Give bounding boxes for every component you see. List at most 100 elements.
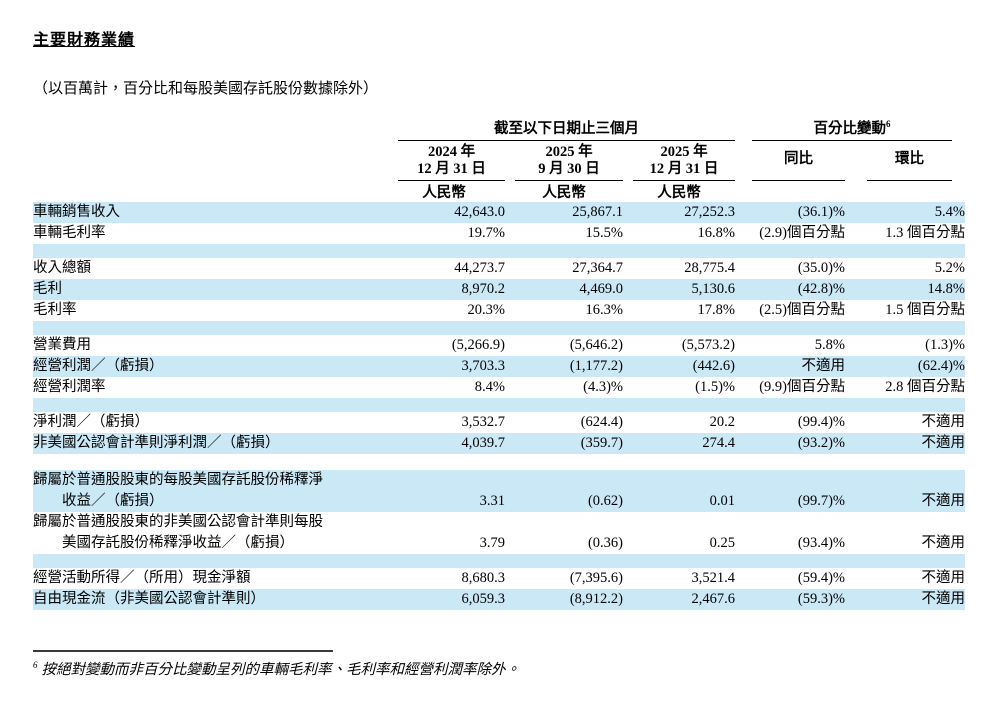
cell-value: (62.4)% <box>917 357 966 374</box>
empty-cell <box>735 181 845 202</box>
cell-value: 4,039.7 <box>461 434 506 451</box>
units-note: （以百萬計，百分比和每股美國存託股份數據除外） <box>33 81 379 97</box>
label-column-spacer <box>33 115 383 141</box>
cell-value: (359.7) <box>580 434 623 451</box>
cell-value: (9.9)個百分點 <box>759 378 846 395</box>
cell-value: (442.6) <box>692 357 736 374</box>
row-label: 車輛毛利率 <box>33 224 106 241</box>
cell-value: 4,469.0 <box>579 280 624 297</box>
cell-value: (93.2)% <box>797 434 846 451</box>
cell-value: 3,532.7 <box>461 413 506 430</box>
row-label: 營業費用 <box>33 336 91 353</box>
cell-value: 17.8% <box>697 301 736 318</box>
cell-value: (0.36) <box>587 534 623 551</box>
cell-value: (5,266.9) <box>451 336 505 353</box>
cell-value: 不適用 <box>921 434 966 451</box>
row-label: 非美國公認會計準則淨利潤／（虧損） <box>33 434 280 451</box>
cell-value: (42.8)% <box>797 280 846 297</box>
cell-value: 不適用 <box>921 569 966 586</box>
cell-value: (624.4) <box>580 413 623 430</box>
cell-value: 1.3 個百分點 <box>885 224 966 241</box>
group-header-label: 截至以下日期止三個月 <box>494 120 639 137</box>
cell-value: 16.8% <box>697 224 736 241</box>
cell-value: (1.5)% <box>695 378 736 395</box>
cell-value: 5.4% <box>934 203 966 220</box>
table-row: 車輛毛利率 19.7% 15.5% 16.8% (2.9)個百分點 1.3 個百分點 <box>33 223 965 244</box>
row-label: 歸屬於普通股股東的非美國公認會計準則每股 美國存託股份稀釋淨收益／（虧損） <box>33 513 323 551</box>
footnote-text: 按絕對變動而非百分比變動呈列的車輛毛利率、毛利率和經營利潤率除外。 <box>41 661 521 678</box>
cell-value: 3,703.3 <box>461 357 506 374</box>
group-header-percent-change: 百分比變動6 <box>735 115 965 141</box>
cell-value: 3.79 <box>479 534 505 551</box>
group-header-row: 截至以下日期止三個月 百分比變動6 <box>33 115 965 141</box>
cell-value: 5.8% <box>814 336 846 353</box>
cell-value: (93.4)% <box>797 534 846 551</box>
row-label: 收入總額 <box>33 259 91 276</box>
cell-value: (5,646.2) <box>569 336 623 353</box>
footnote-ref: 6 <box>886 119 891 129</box>
cell-value: (7,395.6) <box>569 569 623 586</box>
footnote-divider <box>33 649 333 652</box>
currency-label: 人民幣 <box>657 184 701 201</box>
row-label: 毛利率 <box>33 301 77 318</box>
label-column-spacer <box>33 141 383 181</box>
cell-value: (59.4)% <box>797 569 846 586</box>
cell-value: 28,775.4 <box>684 259 736 276</box>
table-row: 車輛銷售收入 42,643.0 25,867.1 27,252.3 (36.1)% 5.4… <box>33 201 966 223</box>
row-label: 自由現金流（非美國公認會計準則） <box>33 590 265 607</box>
table-row: 收入總額 44,273.7 27,364.7 28,775.4 (35.0)% 5.2% <box>33 258 965 279</box>
spacer-row <box>33 553 966 568</box>
spacer-row <box>33 320 966 335</box>
cell-value: (2.5)個百分點 <box>759 301 846 318</box>
spacer-cell <box>33 398 965 412</box>
table-row: 毛利率 20.3% 16.3% 17.8% (2.5)個百分點 1.5 個百分點 <box>33 300 965 321</box>
cell-value: 2.8 個百分點 <box>885 378 966 395</box>
cell-value: 不適用 <box>801 357 846 374</box>
footnote-marker: 6 <box>33 660 38 670</box>
cell-value: 不適用 <box>921 590 966 607</box>
group-header-three-months: 截至以下日期止三個月 <box>383 115 736 141</box>
group-header-label: 百分比變動 <box>813 120 887 137</box>
cell-value: (1,177.2) <box>569 357 623 374</box>
column-header-2024-12-31: 2024 年 12 月 31 日 <box>383 141 505 181</box>
financial-table: 截至以下日期止三個月 百分比變動6 2024 年 12 月 31 日 2025 年… <box>33 115 966 610</box>
cell-value: 44,273.7 <box>454 259 505 276</box>
cell-value: 不適用 <box>921 534 966 551</box>
cell-value: (99.4)% <box>797 413 846 430</box>
cell-value: (1.3)% <box>925 336 966 353</box>
row-label: 經營利潤率 <box>33 378 106 395</box>
cell-value: 5,130.6 <box>691 280 736 297</box>
cell-value: 0.01 <box>709 492 736 509</box>
spacer-cell <box>33 321 965 335</box>
cell-value: (8,912.2) <box>569 590 623 607</box>
currency-label: 人民幣 <box>422 184 466 201</box>
table-row: 毛利 8,970.2 4,469.0 5,130.6 (42.8)% 14.8% <box>33 278 966 300</box>
spacer-cell <box>33 554 965 568</box>
row-label: 毛利 <box>33 280 62 297</box>
table-row: 自由現金流（非美國公認會計準則） 6,059.3 (8,912.2) 2,467.6 (… <box>33 588 966 610</box>
cell-value: 20.2 <box>709 413 736 430</box>
cell-value: 5.2% <box>934 259 966 276</box>
spacer-cell <box>33 244 965 258</box>
cell-value: 2,467.6 <box>691 590 736 607</box>
row-label: 歸屬於普通股股東的每股美國存託股份稀釋淨 收益／（虧損） <box>33 471 323 509</box>
table-row: 經營活動所得／（所用）現金淨額 8,680.3 (7,395.6) 3,521.4 (5… <box>33 568 965 589</box>
cell-value: 19.7% <box>467 224 505 241</box>
label-column-spacer <box>33 181 383 202</box>
cell-value: 6,059.3 <box>461 590 506 607</box>
spacer-row <box>33 243 966 258</box>
page-title: 主要財務業績 <box>33 32 136 49</box>
row-label: 經營利潤／（虧損） <box>33 357 164 374</box>
cell-value: 27,252.3 <box>684 203 736 220</box>
cell-value: 不適用 <box>921 413 966 430</box>
cell-value: 0.25 <box>709 534 736 551</box>
cell-value: (0.62) <box>587 492 623 509</box>
cell-value: 3.31 <box>479 492 505 509</box>
spacer-row <box>33 397 966 412</box>
cell-value: 16.3% <box>585 301 623 318</box>
currency-row: 人民幣 人民幣 人民幣 <box>33 181 965 202</box>
table-row: 營業費用 (5,266.9) (5,646.2) (5,573.2) 5.8% (1.3)… <box>33 335 965 356</box>
cell-value: (4.3)% <box>583 378 623 395</box>
